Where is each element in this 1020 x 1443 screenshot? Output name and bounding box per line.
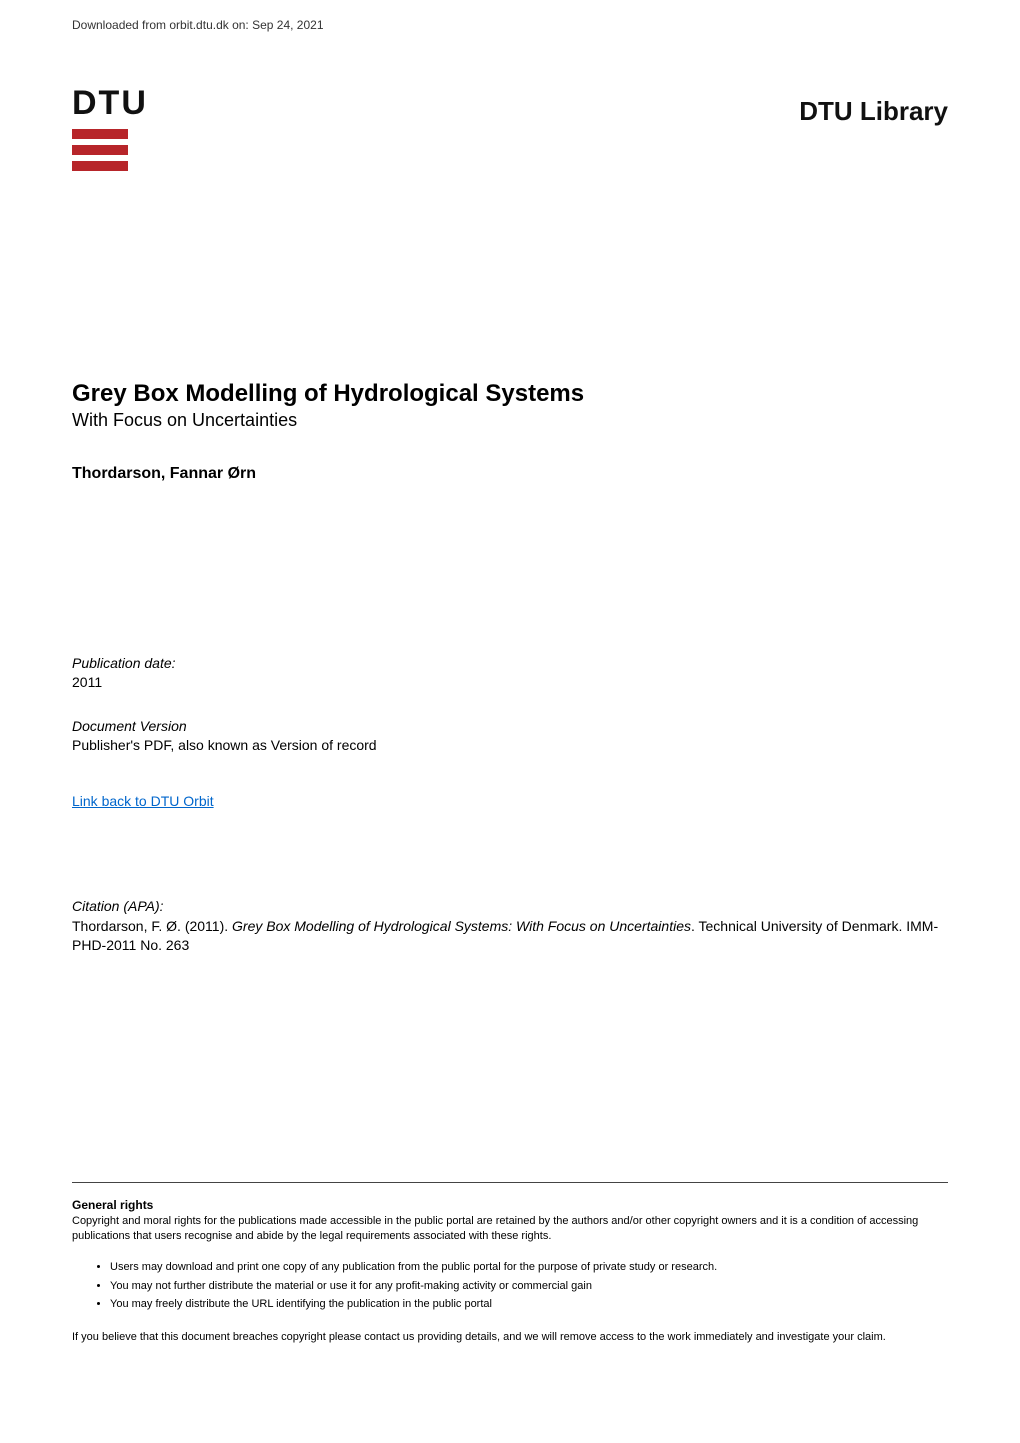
rights-paragraph: Copyright and moral rights for the publi… — [72, 1214, 948, 1244]
rights-heading: General rights — [72, 1198, 153, 1212]
document-version-label: Document Version — [72, 718, 187, 734]
citation-body: Thordarson, F. Ø. (2011). Grey Box Model… — [72, 917, 948, 955]
list-item: You may freely distribute the URL identi… — [110, 1295, 948, 1314]
page-subtitle: With Focus on Uncertainties — [72, 410, 297, 431]
dtu-stripes-icon — [72, 129, 128, 171]
document-version-value: Publisher's PDF, also known as Version o… — [72, 737, 377, 753]
citation-title: Grey Box Modelling of Hydrological Syste… — [232, 918, 691, 934]
citation-prefix: Thordarson, F. Ø. (2011). — [72, 918, 232, 934]
list-item: Users may download and print one copy of… — [110, 1258, 948, 1277]
page-title: Grey Box Modelling of Hydrological Syste… — [72, 380, 584, 408]
dtu-logo-letters: DTU — [72, 84, 148, 123]
orbit-backlink[interactable]: Link back to DTU Orbit — [72, 793, 214, 809]
publication-date-label: Publication date: — [72, 655, 176, 671]
divider — [72, 1182, 948, 1183]
dtu-library-label: DTU Library — [799, 96, 948, 127]
list-item: You may not further distribute the mater… — [110, 1277, 948, 1296]
rights-footer: If you believe that this document breach… — [72, 1330, 948, 1345]
rights-bullets: Users may download and print one copy of… — [110, 1258, 948, 1314]
dtu-logo: DTU — [72, 84, 148, 171]
citation-label: Citation (APA): — [72, 898, 164, 914]
author-name: Thordarson, Fannar Ørn — [72, 465, 256, 483]
download-line: Downloaded from orbit.dtu.dk on: Sep 24,… — [72, 18, 324, 32]
publication-date-value: 2011 — [72, 674, 102, 690]
